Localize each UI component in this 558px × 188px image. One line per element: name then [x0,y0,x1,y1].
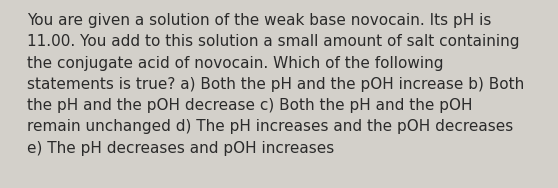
Text: You are given a solution of the weak base novocain. Its pH is
11.00. You add to : You are given a solution of the weak bas… [27,13,524,156]
